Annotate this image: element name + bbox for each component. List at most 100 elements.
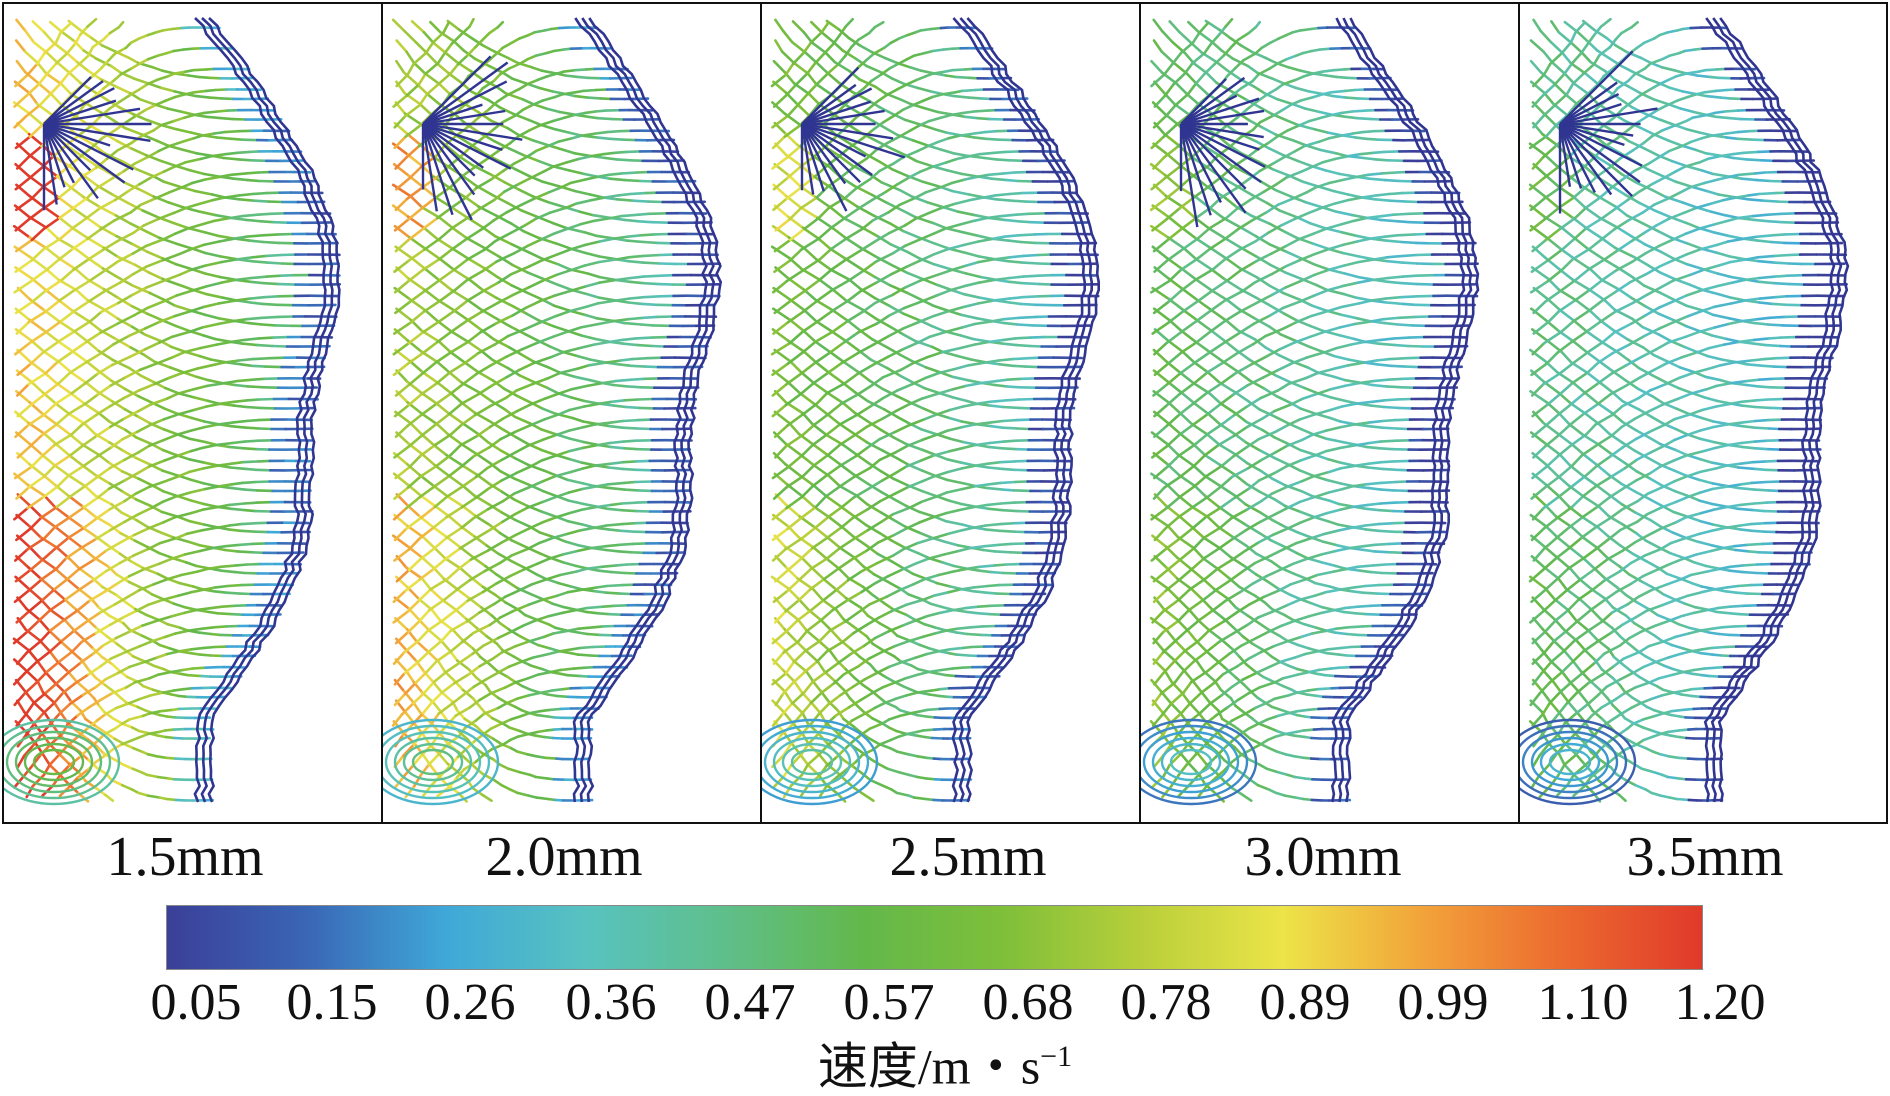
streamline-segment (1021, 242, 1035, 243)
streamline-segment (946, 629, 958, 631)
streamline-segment (205, 315, 218, 318)
streamline-segment (602, 381, 616, 383)
streamline-segment (126, 646, 140, 652)
streamline-segment (932, 689, 941, 690)
streamline-segment (837, 580, 849, 590)
streamline-segment (899, 35, 908, 39)
streamline-segment (543, 97, 555, 101)
streamline-segment (414, 53, 426, 64)
streamline-segment (840, 548, 854, 558)
streamline-segment (1000, 461, 1015, 462)
streamline-segment (572, 266, 585, 270)
boundary-streamline (574, 18, 707, 802)
streamline-segment (44, 528, 54, 539)
streamline-segment (585, 262, 599, 266)
streamline-segment (583, 90, 596, 91)
streamline-segment (892, 605, 906, 611)
streamline-segment (785, 538, 802, 549)
streamline-segment (916, 616, 927, 620)
streamline-segment (263, 234, 279, 235)
streamline-segment (438, 331, 452, 342)
streamline-segment (942, 150, 954, 154)
streamline-segment (98, 386, 111, 395)
streamline-segment (1029, 213, 1046, 214)
streamline-segment (18, 364, 31, 375)
streamline-segment (588, 117, 598, 118)
streamline-segment (176, 244, 192, 249)
streamline-segment (463, 477, 477, 487)
streamline-segment (84, 640, 93, 649)
streamline-segment (87, 218, 101, 228)
streamline-segment (59, 754, 69, 764)
streamline-segment (922, 497, 937, 502)
streamline-segment (30, 167, 43, 178)
streamline-segment (803, 713, 808, 723)
streamline-segment (897, 396, 911, 403)
streamline-segment (802, 496, 814, 507)
streamline-segment (953, 191, 970, 194)
streamline-segment (587, 567, 602, 569)
streamline-segment (807, 620, 821, 631)
streamline-segment (576, 569, 587, 572)
streamline-segment (786, 600, 799, 611)
streamline-segment (148, 732, 159, 734)
streamline-segment (909, 419, 924, 425)
streamline-segment (812, 538, 827, 549)
streamline-segment (423, 455, 435, 466)
streamline-segment (992, 319, 1004, 321)
streamline-segment (872, 718, 882, 723)
streamline-segment (980, 153, 995, 154)
streamline-segment (190, 489, 205, 493)
streamline-segment (624, 490, 638, 491)
streamline-segment (993, 299, 1009, 301)
streamline-segment (944, 49, 953, 50)
streamline-segment (405, 105, 419, 116)
streamline-segment (846, 238, 861, 248)
streamline-segment (516, 528, 530, 535)
streamline-segment (157, 756, 167, 758)
streamline-segment (212, 546, 226, 548)
streamline-segment (773, 281, 786, 292)
streamline-segment (847, 342, 860, 352)
streamline-segment (109, 54, 115, 61)
streamline-segment (1039, 275, 1052, 276)
streamline-segment (788, 559, 801, 570)
streamline-segment (789, 279, 804, 290)
streamline-segment (232, 442, 244, 443)
streamline-segment (892, 79, 903, 84)
streamline-segment (258, 214, 271, 215)
streamline-segment (773, 660, 784, 671)
streamline-segment (773, 467, 789, 478)
streamline-segment (624, 441, 636, 442)
streamline-segment (123, 611, 136, 618)
streamline-segment (1017, 325, 1032, 326)
streamline-segment (974, 111, 988, 112)
streamline-segment (611, 572, 624, 573)
streamline-segment (923, 476, 935, 481)
streamline-segment (979, 239, 994, 242)
streamline-segment (614, 237, 628, 239)
streamline-segment (16, 302, 32, 313)
streamline-segment (44, 218, 60, 229)
streamline-segment (991, 426, 1002, 428)
streamline-segment (138, 466, 150, 473)
streamline-segment (828, 445, 840, 455)
streamline-segment (429, 600, 444, 611)
streamline-segment (986, 361, 999, 363)
streamline-segment (203, 445, 216, 448)
streamline-segment (44, 32, 53, 43)
streamline-segment (536, 777, 547, 778)
streamline-segment (535, 616, 548, 620)
streamline-segment (138, 405, 150, 412)
streamline-segment (59, 652, 72, 662)
streamline-segment (454, 42, 464, 51)
streamline-segment (136, 487, 149, 494)
streamline-segment (632, 358, 647, 359)
streamline-segment (786, 435, 803, 446)
streamline-segment (846, 19, 853, 26)
streamline-segment (990, 614, 1001, 615)
streamline-segment (43, 754, 50, 765)
streamline-segment (557, 244, 571, 249)
streamline-segment (900, 130, 911, 136)
streamline-segment (31, 270, 46, 281)
